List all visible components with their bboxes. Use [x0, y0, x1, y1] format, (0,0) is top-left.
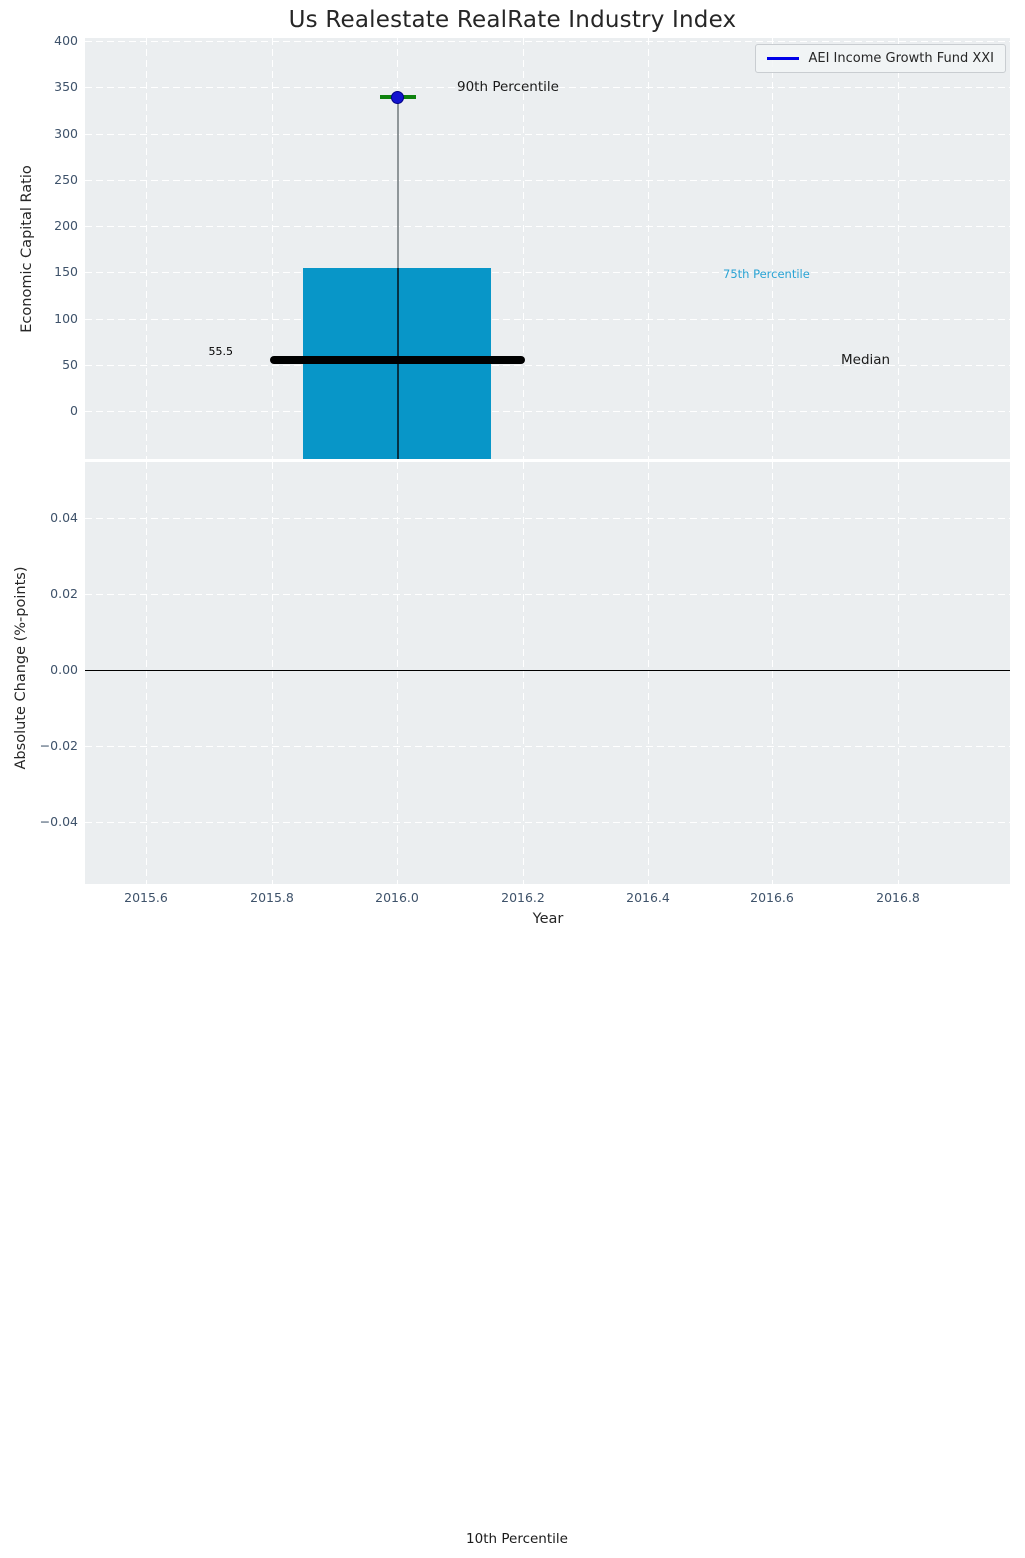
annotation-median: Median	[841, 352, 891, 368]
annotation-median-value: 55.5	[208, 345, 234, 358]
gridline	[648, 38, 650, 459]
y-tick-label: 0	[70, 403, 78, 418]
annotation-90th-percentile: 90th Percentile	[457, 79, 559, 95]
x-tick-label: 2016.8	[876, 890, 920, 905]
y-tick-label: 150	[54, 264, 78, 279]
gridline	[772, 38, 774, 459]
y-tick-label: 400	[54, 33, 78, 48]
y-tick-label: 200	[54, 218, 78, 233]
top-y-axis-label: Economic Capital Ratio	[19, 165, 35, 333]
y-tick-label: 0.04	[50, 510, 78, 525]
y-tick-label: 50	[62, 357, 78, 372]
gridline	[523, 38, 525, 459]
gridline	[85, 41, 1010, 43]
gridline	[272, 462, 274, 884]
annotation-75th-percentile: 75th Percentile	[723, 267, 810, 281]
annotation-10th-percentile: 10th Percentile	[466, 1531, 568, 1547]
y-tick-label: 0.02	[50, 586, 78, 601]
median-line	[270, 356, 525, 364]
gridline	[523, 462, 525, 884]
x-tick-label: 2015.6	[124, 890, 168, 905]
upper-whisker-line	[397, 97, 399, 268]
y-tick-label: −0.04	[39, 814, 78, 829]
gridline	[85, 134, 1010, 136]
gridline	[85, 746, 1010, 748]
x-axis-label: Year	[532, 911, 564, 927]
x-tick-label: 2016.2	[501, 890, 545, 905]
bottom-plot-area	[85, 462, 1010, 884]
bottom-y-axis-label: Absolute Change (%-points)	[13, 566, 29, 770]
gridline	[146, 462, 148, 884]
chart-title: Us Realestate RealRate Industry Index	[288, 7, 737, 33]
gridline	[85, 272, 1010, 274]
x-tick-label: 2015.8	[250, 890, 294, 905]
gridline	[772, 462, 774, 884]
zero-baseline	[85, 670, 1010, 672]
y-tick-label: 0.00	[50, 662, 78, 677]
gridline	[898, 462, 900, 884]
gridline	[85, 411, 1010, 413]
legend: AEI Income Growth Fund XXI	[755, 44, 1006, 73]
90th-percentile-marker-dot	[391, 91, 404, 104]
y-tick-label: 250	[54, 172, 78, 187]
y-tick-label: 100	[54, 311, 78, 326]
legend-line-sample-icon	[767, 57, 800, 60]
gridline	[85, 226, 1010, 228]
gridline	[85, 594, 1010, 596]
y-tick-label: 300	[54, 126, 78, 141]
x-tick-label: 2016.0	[375, 890, 419, 905]
gridline	[85, 319, 1010, 321]
gridline	[85, 518, 1010, 520]
gridline	[85, 180, 1010, 182]
legend-label: AEI Income Growth Fund XXI	[808, 51, 994, 66]
y-tick-label: 350	[54, 79, 78, 94]
y-tick-label: −0.02	[39, 738, 78, 753]
gridline	[85, 822, 1010, 824]
gridline	[272, 38, 274, 459]
x-tick-label: 2016.6	[750, 890, 794, 905]
x-tick-label: 2016.4	[626, 890, 670, 905]
gridline	[397, 462, 399, 884]
gridline	[898, 38, 900, 459]
gridline	[648, 462, 650, 884]
gridline	[146, 38, 148, 459]
top-plot-area: 90th Percentile 75th Percentile Median 5…	[85, 38, 1010, 459]
